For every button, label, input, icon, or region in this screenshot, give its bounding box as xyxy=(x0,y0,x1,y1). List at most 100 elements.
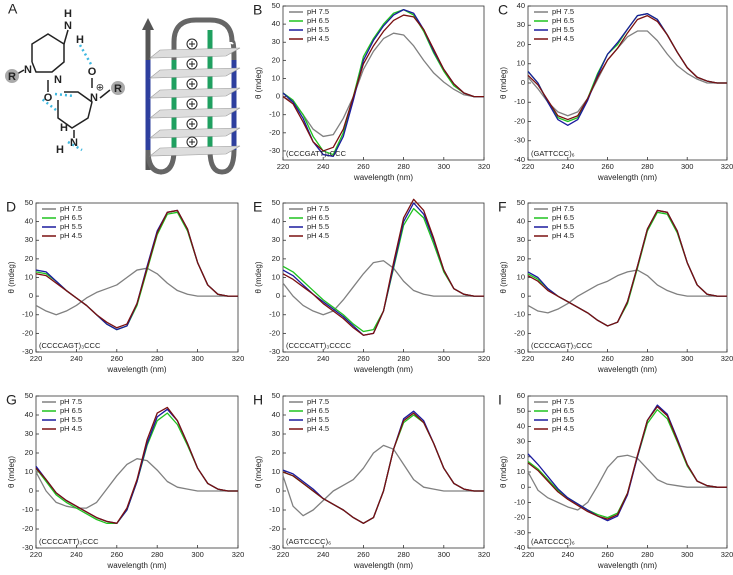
legend-label: pH 6.5 xyxy=(552,16,574,25)
y-tick-label: 30 xyxy=(272,235,280,244)
y-axis-label: θ (mdeg) xyxy=(254,261,263,293)
panel-label: D xyxy=(6,199,16,215)
x-axis-label: wavelength (nm) xyxy=(353,561,413,570)
sequence-label: (CCCCAGT)₃CCC xyxy=(39,341,101,350)
y-tick-label: 50 xyxy=(517,198,525,207)
x-tick-label: 220 xyxy=(277,354,290,363)
legend-label: pH 6.5 xyxy=(307,406,329,415)
x-tick-label: 220 xyxy=(522,354,535,363)
x-axis-label: wavelength (nm) xyxy=(597,365,657,374)
y-tick-label: 20 xyxy=(517,39,525,48)
y-tick-label: 20 xyxy=(25,254,33,263)
y-tick-label: 40 xyxy=(517,1,525,10)
sequence-label: (AGTCCCC)₆ xyxy=(286,537,331,546)
x-tick-label: 220 xyxy=(277,550,290,559)
x-tick-label: 320 xyxy=(721,550,733,559)
y-tick-label: 10 xyxy=(272,272,280,281)
y-tick-label: 30 xyxy=(517,20,525,29)
hydrogen-bonds xyxy=(41,44,94,152)
y-tick-label: 30 xyxy=(272,37,280,46)
legend-label: pH 6.5 xyxy=(60,213,82,222)
charge: ⊕ xyxy=(96,83,104,94)
series-line xyxy=(35,267,238,316)
y-tick-label: -30 xyxy=(22,347,33,356)
series-line xyxy=(527,30,727,117)
legend-label: pH 4.5 xyxy=(307,424,329,433)
y-tick-label: 50 xyxy=(517,406,525,415)
x-tick-label: 320 xyxy=(232,550,245,559)
x-tick-label: 320 xyxy=(478,162,491,171)
x-tick-label: 320 xyxy=(478,354,491,363)
chart: I 220 240 260 280 300 320 -40 -30 -20 -10 0 10 20 30 40… xyxy=(498,391,733,570)
legend-label: pH 5.5 xyxy=(60,222,82,231)
y-tick-label: -30 xyxy=(514,136,525,145)
series-line xyxy=(527,454,727,511)
legend-label: pH 6.5 xyxy=(60,406,82,415)
series-line xyxy=(282,32,484,138)
x-tick-label: 220 xyxy=(522,162,535,171)
atom: N xyxy=(54,74,62,86)
atom: H xyxy=(64,8,72,20)
atom: N xyxy=(64,20,72,32)
y-tick-label: 40 xyxy=(517,217,525,226)
panel-label: C xyxy=(498,2,508,18)
y-tick-label: 40 xyxy=(517,421,525,430)
series-line xyxy=(35,209,238,329)
x-tick-label: 260 xyxy=(601,354,614,363)
panel-label: I xyxy=(498,392,502,408)
x-tick-label: 220 xyxy=(30,550,43,559)
y-tick-label: 30 xyxy=(25,235,33,244)
r-group xyxy=(5,69,19,83)
x-tick-label: 260 xyxy=(601,162,614,171)
legend-label: pH 5.5 xyxy=(552,222,574,231)
series-line xyxy=(35,406,238,524)
y-tick-label: 20 xyxy=(272,254,280,263)
base-pairs xyxy=(149,47,241,157)
y-axis-label: θ (mdeg) xyxy=(7,456,16,488)
y-tick-label: 30 xyxy=(272,429,280,438)
y-axis-label: θ (mdeg) xyxy=(499,261,508,293)
legend-label: pH 5.5 xyxy=(552,25,574,34)
panel-label: A xyxy=(8,1,18,17)
atom: N xyxy=(70,137,78,149)
x-tick-label: 280 xyxy=(151,550,164,559)
y-tick-label: -20 xyxy=(269,328,280,337)
x-tick-label: 240 xyxy=(562,550,575,559)
y-tick-label: 10 xyxy=(517,272,525,281)
x-tick-label: 300 xyxy=(438,354,451,363)
x-tick-label: 240 xyxy=(317,162,330,171)
y-tick-label: -10 xyxy=(514,497,525,506)
legend-label: pH 4.5 xyxy=(60,424,82,433)
y-tick-label: -40 xyxy=(514,543,525,552)
x-tick-label: 240 xyxy=(70,354,83,363)
atom: O xyxy=(88,66,97,78)
legend-label: pH 7.5 xyxy=(307,204,329,213)
y-tick-label: 10 xyxy=(517,59,525,68)
x-axis-label: wavelength (nm) xyxy=(597,561,657,570)
x-tick-label: 260 xyxy=(357,550,370,559)
y-tick-label: 10 xyxy=(272,467,280,476)
y-tick-label: 0 xyxy=(521,291,525,300)
legend-label: pH 5.5 xyxy=(307,25,329,34)
x-tick-label: 280 xyxy=(641,354,654,363)
y-tick-label: -10 xyxy=(269,310,280,319)
legend-label: pH 5.5 xyxy=(552,415,574,424)
atom: O xyxy=(44,92,53,104)
panel-label: B xyxy=(253,2,262,18)
x-axis-label: wavelength (nm) xyxy=(106,561,166,570)
y-axis-label: θ (mdeg) xyxy=(254,67,263,99)
diagram-a: A R N O N H H N N O R N H H xyxy=(5,1,241,175)
y-tick-label: 60 xyxy=(517,391,525,400)
x-axis-label: wavelength (nm) xyxy=(106,365,166,374)
x-tick-label: 240 xyxy=(562,162,575,171)
y-tick-label: -20 xyxy=(22,328,33,337)
chart: G 220 240 260 280 300 320 -30 -20 -10 0 10 20 30 40 50 w… xyxy=(6,391,244,570)
y-tick-label: -20 xyxy=(514,513,525,522)
x-tick-label: 220 xyxy=(30,354,43,363)
y-tick-label: 20 xyxy=(272,448,280,457)
x-tick-label: 260 xyxy=(357,162,370,171)
panel-label: F xyxy=(498,199,507,215)
x-tick-label: 280 xyxy=(397,354,410,363)
legend-label: pH 4.5 xyxy=(552,34,574,43)
